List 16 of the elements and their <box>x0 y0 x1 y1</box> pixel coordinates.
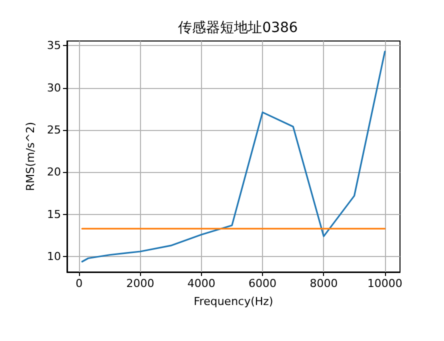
y-tick-label: 25 <box>47 124 61 137</box>
x-tick-label: 6000 <box>248 277 277 290</box>
chart-title: 传感器短地址0386 <box>178 20 298 36</box>
y-tick-label: 15 <box>47 208 61 221</box>
x-tick-label: 4000 <box>187 277 216 290</box>
y-tick-label: 35 <box>47 39 61 52</box>
x-tick-label: 2000 <box>126 277 154 290</box>
line-series <box>81 50 386 262</box>
y-tick-label: 20 <box>47 166 61 179</box>
x-tick-label: 0 <box>76 277 83 290</box>
y-tick-label: 10 <box>47 250 61 264</box>
x-axis-title: Frequency(Hz) <box>194 295 274 308</box>
y-tick-label: 30 <box>47 81 61 94</box>
x-tick-label: 10000 <box>367 277 402 290</box>
y-axis-title: RMS(m/s^2) <box>24 122 38 192</box>
x-tick-label: 8000 <box>310 277 338 290</box>
